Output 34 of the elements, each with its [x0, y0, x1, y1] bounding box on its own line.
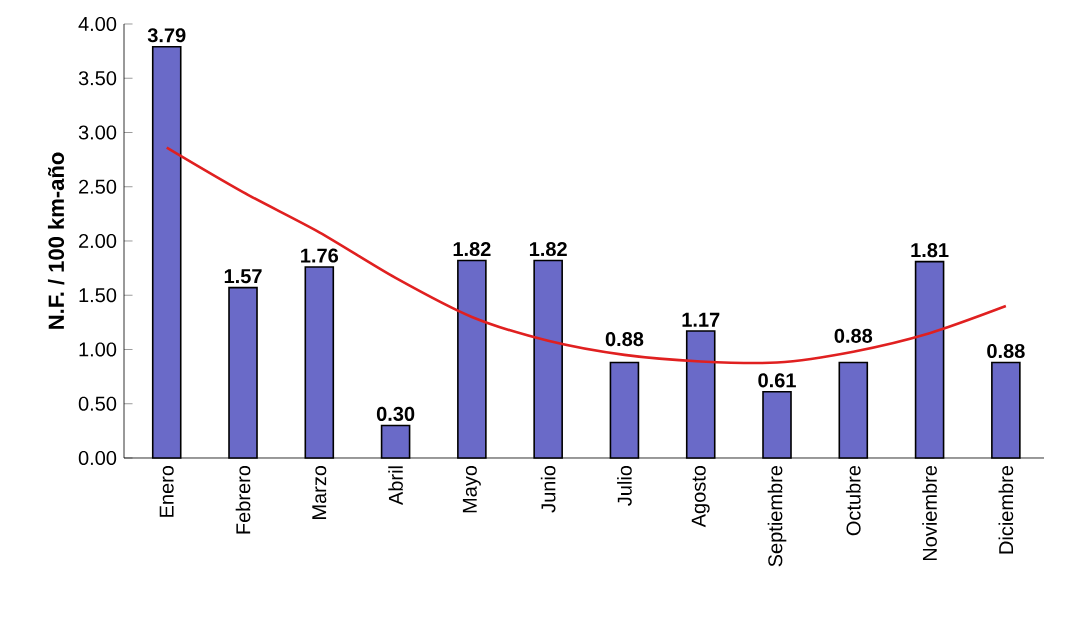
x-tick-label: Julio [617, 465, 632, 506]
y-tick-label: 2.50 [79, 179, 117, 194]
data-label: 1.76 [301, 248, 339, 263]
y-axis-title: N.F. / 100 km-año [47, 152, 65, 329]
data-label: 1.57 [224, 269, 262, 284]
data-label: 0.88 [605, 332, 644, 347]
x-tick-label: Septiembre [767, 465, 787, 567]
data-label: 1.82 [529, 241, 567, 257]
data-label: 1.17 [682, 312, 720, 327]
x-tick-label: Mayo [462, 465, 481, 513]
x-tick-label: Enero [159, 465, 174, 517]
data-label: 1.82 [453, 241, 491, 257]
y-tick-label: 4.00 [78, 16, 117, 32]
y-tick-label: 0.50 [78, 396, 117, 411]
y-tick-label: 3.50 [78, 71, 117, 86]
y-tick-label: 1.00 [79, 342, 117, 357]
data-label: 0.30 [376, 406, 415, 422]
x-tick-label: Marzo [312, 465, 327, 519]
y-tick-label: 3.00 [78, 125, 117, 140]
x-tick-label: Octubre [845, 465, 861, 536]
y-tick-label: 1.50 [79, 288, 117, 303]
y-tick-label: 2.00 [79, 233, 117, 249]
x-tick-label: Noviembre [922, 465, 937, 561]
x-tick-label: Abril [388, 466, 403, 506]
data-label: 1.81 [911, 243, 949, 258]
data-label: 0.88 [834, 328, 873, 343]
x-tick-label: Agosto [691, 465, 710, 528]
x-tick-label: Febrero [235, 465, 251, 534]
y-tick-label: 0.00 [78, 450, 117, 466]
data-label: 0.61 [758, 373, 796, 388]
x-tick-label: Diciembre [998, 465, 1014, 554]
x-tick-label: Junio [540, 465, 556, 513]
data-label: 3.79 [147, 28, 186, 43]
data-label: 0.88 [987, 343, 1025, 359]
